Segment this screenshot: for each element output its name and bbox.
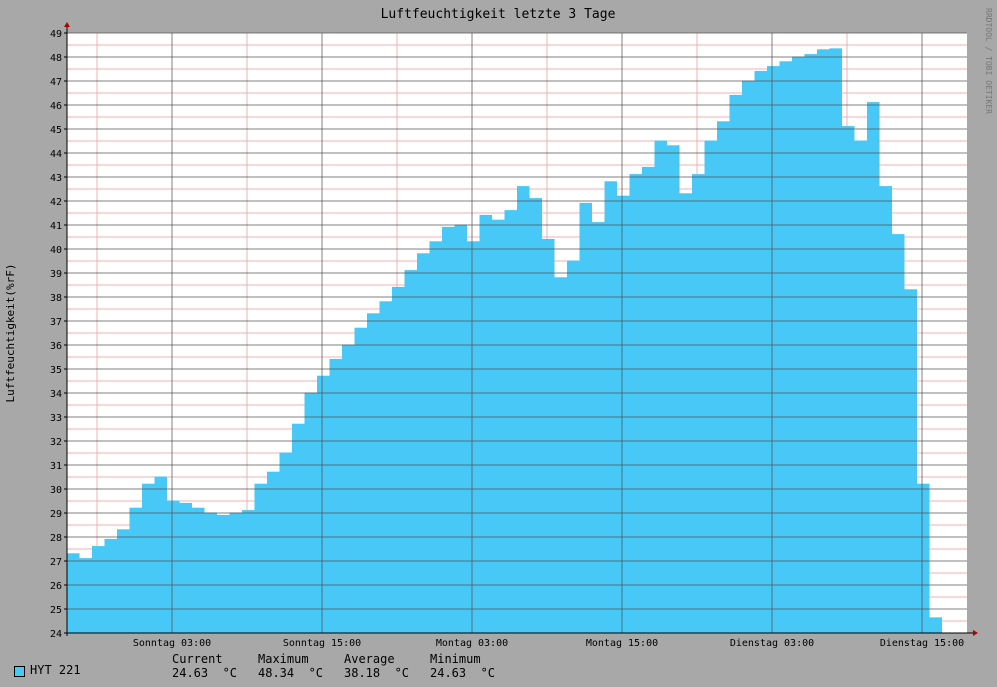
- series-layer: [67, 48, 942, 633]
- legend-swatch: [14, 666, 25, 677]
- watermark-text: RRDTOOL / TOBI OETIKER: [984, 8, 993, 114]
- y-tick-label: 38: [50, 293, 62, 304]
- x-axis-arrow: [973, 630, 978, 636]
- x-tick-label: Dienstag 15:00: [880, 638, 964, 649]
- y-tick-label: 46: [50, 101, 62, 112]
- y-tick-label: 33: [50, 413, 62, 424]
- x-tick-label: Dienstag 03:00: [730, 638, 814, 649]
- y-tick-label: 34: [50, 389, 62, 400]
- stat-header-maximum: Maximum: [258, 652, 309, 666]
- legend-label: HYT 221: [30, 663, 81, 677]
- y-tick-label: 28: [50, 533, 62, 544]
- stat-header-current: Current: [172, 652, 223, 666]
- y-tick-label: 26: [50, 581, 62, 592]
- y-axis-arrow: [64, 22, 70, 27]
- y-tick-label: 41: [50, 221, 62, 232]
- stat-header-minimum: Minimum: [430, 652, 481, 666]
- y-tick-label: 29: [50, 509, 62, 520]
- y-tick-label: 32: [50, 437, 62, 448]
- x-tick-label: Sonntag 15:00: [283, 638, 361, 649]
- y-tick-label: 35: [50, 365, 62, 376]
- tick-labels: 24 25 26 27 28 29 30 31 32 33 34 35 36 37 38 39 40 41 42 43…: [50, 29, 964, 649]
- stat-value-average: 38.18 °C: [344, 666, 410, 680]
- y-tick-label: 24: [50, 629, 62, 640]
- y-tick-label: 39: [50, 269, 62, 280]
- stat-header-average: Average: [344, 652, 395, 666]
- stat-value-maximum: 48.34 °C: [258, 666, 324, 680]
- y-tick-label: 37: [50, 317, 62, 328]
- y-tick-label: 43: [50, 173, 62, 184]
- y-tick-label: 36: [50, 341, 62, 352]
- stat-value-current: 24.63 °C: [172, 666, 238, 680]
- y-axis-label: Luftfeuchtigkeit(%rF): [4, 263, 17, 402]
- y-tick-label: 45: [50, 125, 62, 136]
- series-area-0: [67, 48, 942, 633]
- x-tick-label: Montag 03:00: [436, 638, 508, 649]
- axis-layer: [64, 22, 978, 636]
- y-tick-label: 48: [50, 53, 62, 64]
- y-tick-label: 42: [50, 197, 62, 208]
- major-grid: [67, 32, 967, 634]
- x-tick-label: Sonntag 03:00: [133, 638, 211, 649]
- x-tick-label: Montag 15:00: [586, 638, 658, 649]
- y-tick-label: 25: [50, 605, 62, 616]
- y-tick-label: 31: [50, 461, 62, 472]
- chart-title: Luftfeuchtigkeit letzte 3 Tage: [381, 7, 616, 22]
- y-tick-label: 27: [50, 557, 62, 568]
- y-tick-label: 49: [50, 29, 62, 40]
- y-tick-label: 30: [50, 485, 62, 496]
- y-tick-label: 47: [50, 77, 62, 88]
- stat-value-minimum: 24.63 °C: [430, 666, 496, 680]
- y-tick-label: 40: [50, 245, 62, 256]
- y-tick-label: 44: [50, 149, 62, 160]
